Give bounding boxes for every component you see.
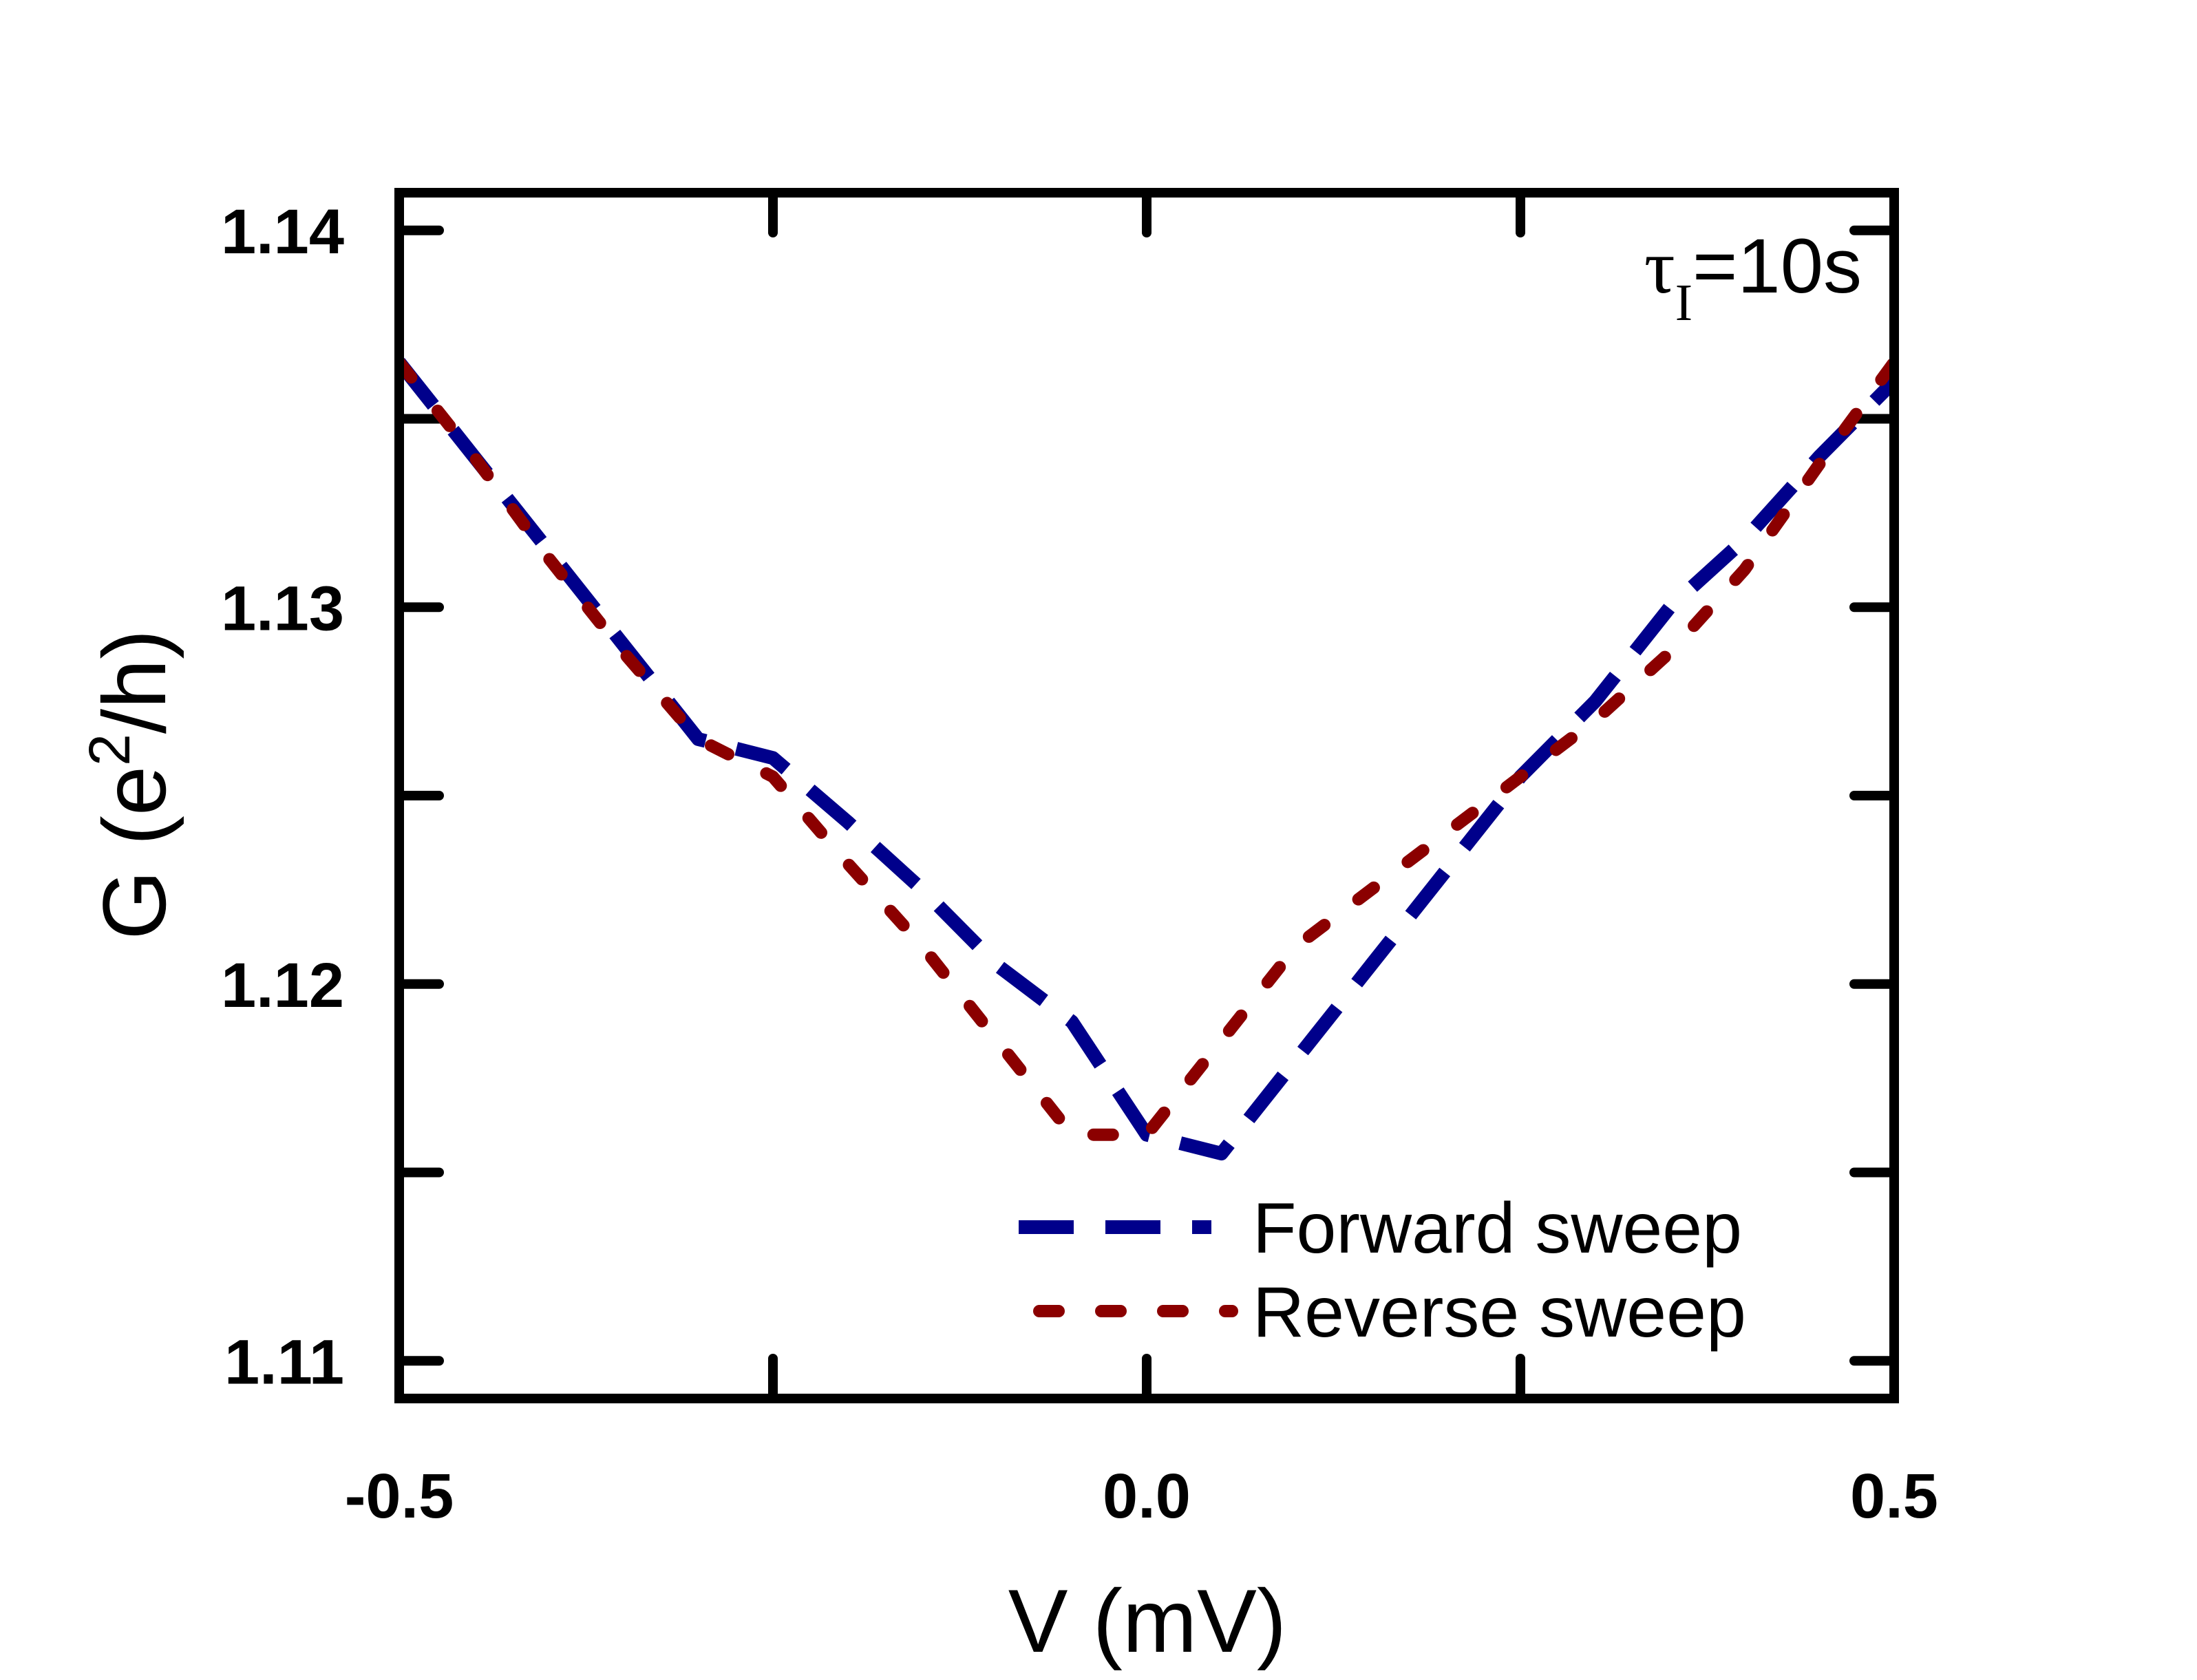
y-tick-label: 1.13 — [221, 573, 344, 644]
series-layer — [399, 356, 1894, 1161]
y-axis-title-rest: /h) — [84, 629, 184, 734]
y-axis-title: G (e2/h) — [77, 629, 184, 939]
y-tick-label: 1.14 — [221, 197, 344, 267]
x-tick-label: 0.5 — [1850, 1461, 1938, 1531]
y-axis-title-sup: 2 — [77, 734, 142, 766]
tick-labels: -0.5 0.0 0.5 1.11 1.12 1.13 1.14 — [221, 197, 1938, 1531]
legend-label-reverse: Reverse sweep — [1253, 1273, 1746, 1352]
x-tick-label: 0.0 — [1103, 1461, 1191, 1531]
tau-symbol: τ — [1644, 224, 1675, 310]
series-line-reverse-sweep — [399, 356, 1894, 1141]
tau-annotation: τI=10s — [1644, 223, 1862, 332]
plot-frame — [394, 188, 1899, 1403]
x-tick-label: -0.5 — [345, 1461, 454, 1531]
tau-value: =10s — [1692, 223, 1862, 309]
axis-ticks — [394, 188, 1899, 1403]
series-line-forward-sweep — [399, 358, 1894, 1161]
y-tick-label: 1.12 — [221, 950, 344, 1021]
legend-label-forward: Forward sweep — [1253, 1189, 1742, 1268]
x-axis-title: V (mV) — [1008, 1571, 1286, 1671]
legend: Forward sweep Reverse sweep — [1019, 1189, 1746, 1352]
tau-subscript: I — [1675, 274, 1692, 332]
y-tick-label: 1.11 — [224, 1327, 344, 1397]
y-axis-title-main: G (e — [84, 766, 184, 940]
